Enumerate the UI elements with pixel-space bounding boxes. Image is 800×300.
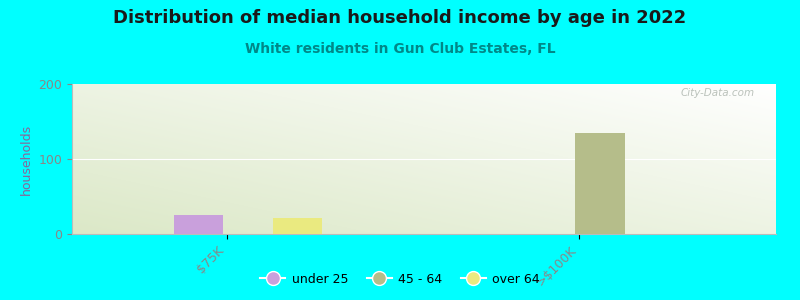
Legend: under 25, 45 - 64, over 64: under 25, 45 - 64, over 64 <box>255 268 545 291</box>
Text: White residents in Gun Club Estates, FL: White residents in Gun Club Estates, FL <box>245 42 555 56</box>
Text: Distribution of median household income by age in 2022: Distribution of median household income … <box>114 9 686 27</box>
FancyBboxPatch shape <box>273 218 322 234</box>
FancyBboxPatch shape <box>174 215 223 234</box>
Y-axis label: households: households <box>20 123 33 195</box>
Text: City-Data.com: City-Data.com <box>681 88 755 98</box>
FancyBboxPatch shape <box>575 133 625 234</box>
